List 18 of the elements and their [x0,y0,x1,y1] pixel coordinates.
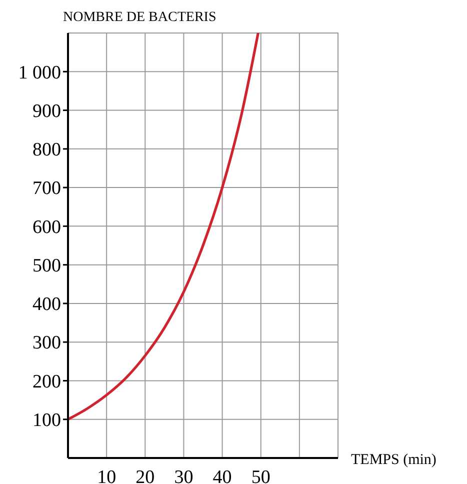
y-tick-label: 400 [32,294,61,316]
x-tick-label: 30 [174,467,194,484]
y-tick-label: 900 [32,100,61,122]
y-tick-label: 200 [32,371,61,392]
y-tick-label: 800 [32,140,61,161]
x-tick-label: 40 [212,467,232,484]
line-series [68,33,260,421]
y-tick-label: 100 [32,410,61,432]
x-axis-title: TEMPS (min) [351,452,436,468]
x-tick-label: 10 [97,467,116,484]
y-axis-title: NOMBRE DE BACTERIS [63,10,216,25]
y-tick-label: 600 [32,216,61,238]
y-tick-label: 1 000 [18,62,61,84]
x-tick-label: 50 [251,467,270,484]
y-tick-label: 300 [32,332,61,354]
y-tick-label: 700 [32,178,61,200]
x-tick-label: 20 [136,467,155,484]
y-tick-label: 500 [32,255,61,276]
